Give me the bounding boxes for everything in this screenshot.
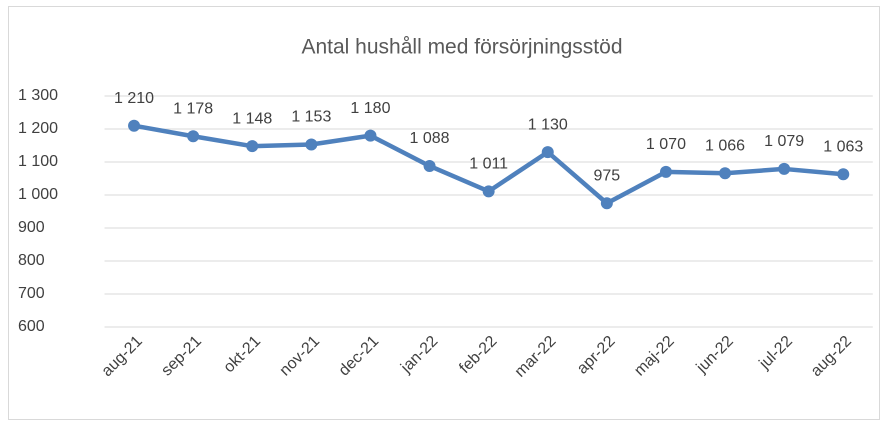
y-tick-label: 1 200 xyxy=(18,120,58,137)
point xyxy=(719,167,732,180)
y-tick-label: 800 xyxy=(18,252,45,269)
point xyxy=(246,140,259,153)
data-label: 1 011 xyxy=(469,156,508,173)
data-label: 1 180 xyxy=(350,100,390,117)
data-label: 1 070 xyxy=(646,136,686,153)
point xyxy=(305,138,318,151)
point xyxy=(541,146,554,159)
y-tick-label: 1 100 xyxy=(18,153,58,170)
point xyxy=(423,159,436,172)
data-label: 1 063 xyxy=(823,138,863,155)
point xyxy=(600,197,613,210)
point xyxy=(659,165,672,178)
data-label: 1 130 xyxy=(528,116,568,133)
chart-border xyxy=(8,6,880,420)
y-tick-label: 900 xyxy=(18,219,45,236)
y-tick-label: 700 xyxy=(18,285,45,302)
data-label: 1 153 xyxy=(291,109,331,126)
data-label: 975 xyxy=(593,167,620,184)
point xyxy=(128,119,141,132)
data-label: 1 088 xyxy=(410,130,450,147)
point xyxy=(364,129,377,142)
point xyxy=(837,168,850,181)
chart-title: Antal hushåll med försörjningsstöd xyxy=(301,36,622,59)
point xyxy=(482,185,495,198)
y-tick-label: 600 xyxy=(18,318,45,335)
data-label: 1 210 xyxy=(114,90,154,107)
y-tick-label: 1 000 xyxy=(18,186,58,203)
y-tick-label: 1 300 xyxy=(18,87,58,104)
data-label: 1 066 xyxy=(705,137,745,154)
data-label: 1 079 xyxy=(764,133,804,150)
point xyxy=(778,162,791,175)
data-label: 1 148 xyxy=(232,110,272,127)
point xyxy=(187,130,200,143)
data-label: 1 178 xyxy=(173,100,213,117)
